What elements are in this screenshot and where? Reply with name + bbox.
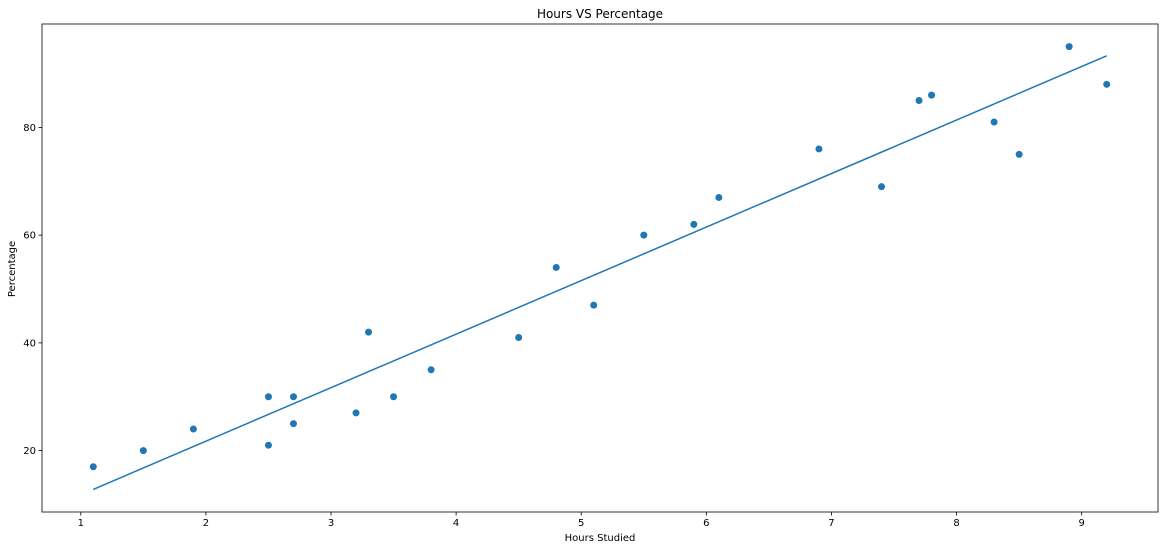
scatter-point bbox=[189, 425, 197, 433]
y-tick-label: 40 bbox=[23, 338, 36, 349]
scatter-point bbox=[590, 301, 598, 309]
y-tick-label: 80 bbox=[23, 123, 36, 134]
scatter-point bbox=[289, 393, 297, 401]
scatter-point bbox=[1065, 43, 1073, 51]
y-tick-label: 20 bbox=[23, 446, 36, 457]
x-tick-label: 2 bbox=[203, 518, 209, 529]
y-axis-label: Percentage bbox=[7, 241, 18, 297]
scatter-point bbox=[139, 447, 147, 455]
scatter-point bbox=[1015, 150, 1023, 158]
scatter-point bbox=[264, 393, 272, 401]
chart-title: Hours VS Percentage bbox=[537, 7, 663, 21]
scatter-point bbox=[390, 393, 398, 401]
scatter-point bbox=[552, 263, 560, 271]
y-tick-label: 60 bbox=[23, 231, 36, 242]
scatter-point bbox=[515, 333, 523, 341]
x-tick-label: 8 bbox=[953, 518, 959, 529]
scatter-point bbox=[715, 193, 723, 201]
scatter-point bbox=[915, 96, 923, 104]
scatter-point bbox=[640, 231, 648, 239]
x-tick-label: 4 bbox=[453, 518, 459, 529]
scatter-point bbox=[928, 91, 936, 99]
scatter-point bbox=[815, 145, 823, 153]
x-tick-label: 6 bbox=[703, 518, 709, 529]
x-tick-label: 5 bbox=[578, 518, 584, 529]
regression-line bbox=[93, 55, 1107, 491]
x-tick-label: 1 bbox=[78, 518, 84, 529]
scatter-point bbox=[289, 420, 297, 428]
scatter-point bbox=[690, 220, 698, 228]
x-tick-label: 3 bbox=[328, 518, 334, 529]
scatter-point bbox=[990, 118, 998, 126]
scatter-point bbox=[1103, 80, 1111, 88]
x-tick-label: 7 bbox=[828, 518, 834, 529]
plot-area: 1 2 3 4 5 6 7 8 9 20 40 60 80 bbox=[23, 23, 1159, 529]
scatter-point bbox=[264, 441, 272, 449]
scatter-point bbox=[89, 463, 97, 471]
scatter-point bbox=[427, 366, 435, 374]
scatter-point bbox=[365, 328, 373, 336]
x-axis-label: Hours Studied bbox=[565, 533, 636, 544]
plot-frame bbox=[41, 23, 1159, 513]
scatter-point bbox=[878, 183, 886, 191]
scatter-point bbox=[352, 409, 360, 417]
x-tick-label: 9 bbox=[1078, 518, 1084, 529]
